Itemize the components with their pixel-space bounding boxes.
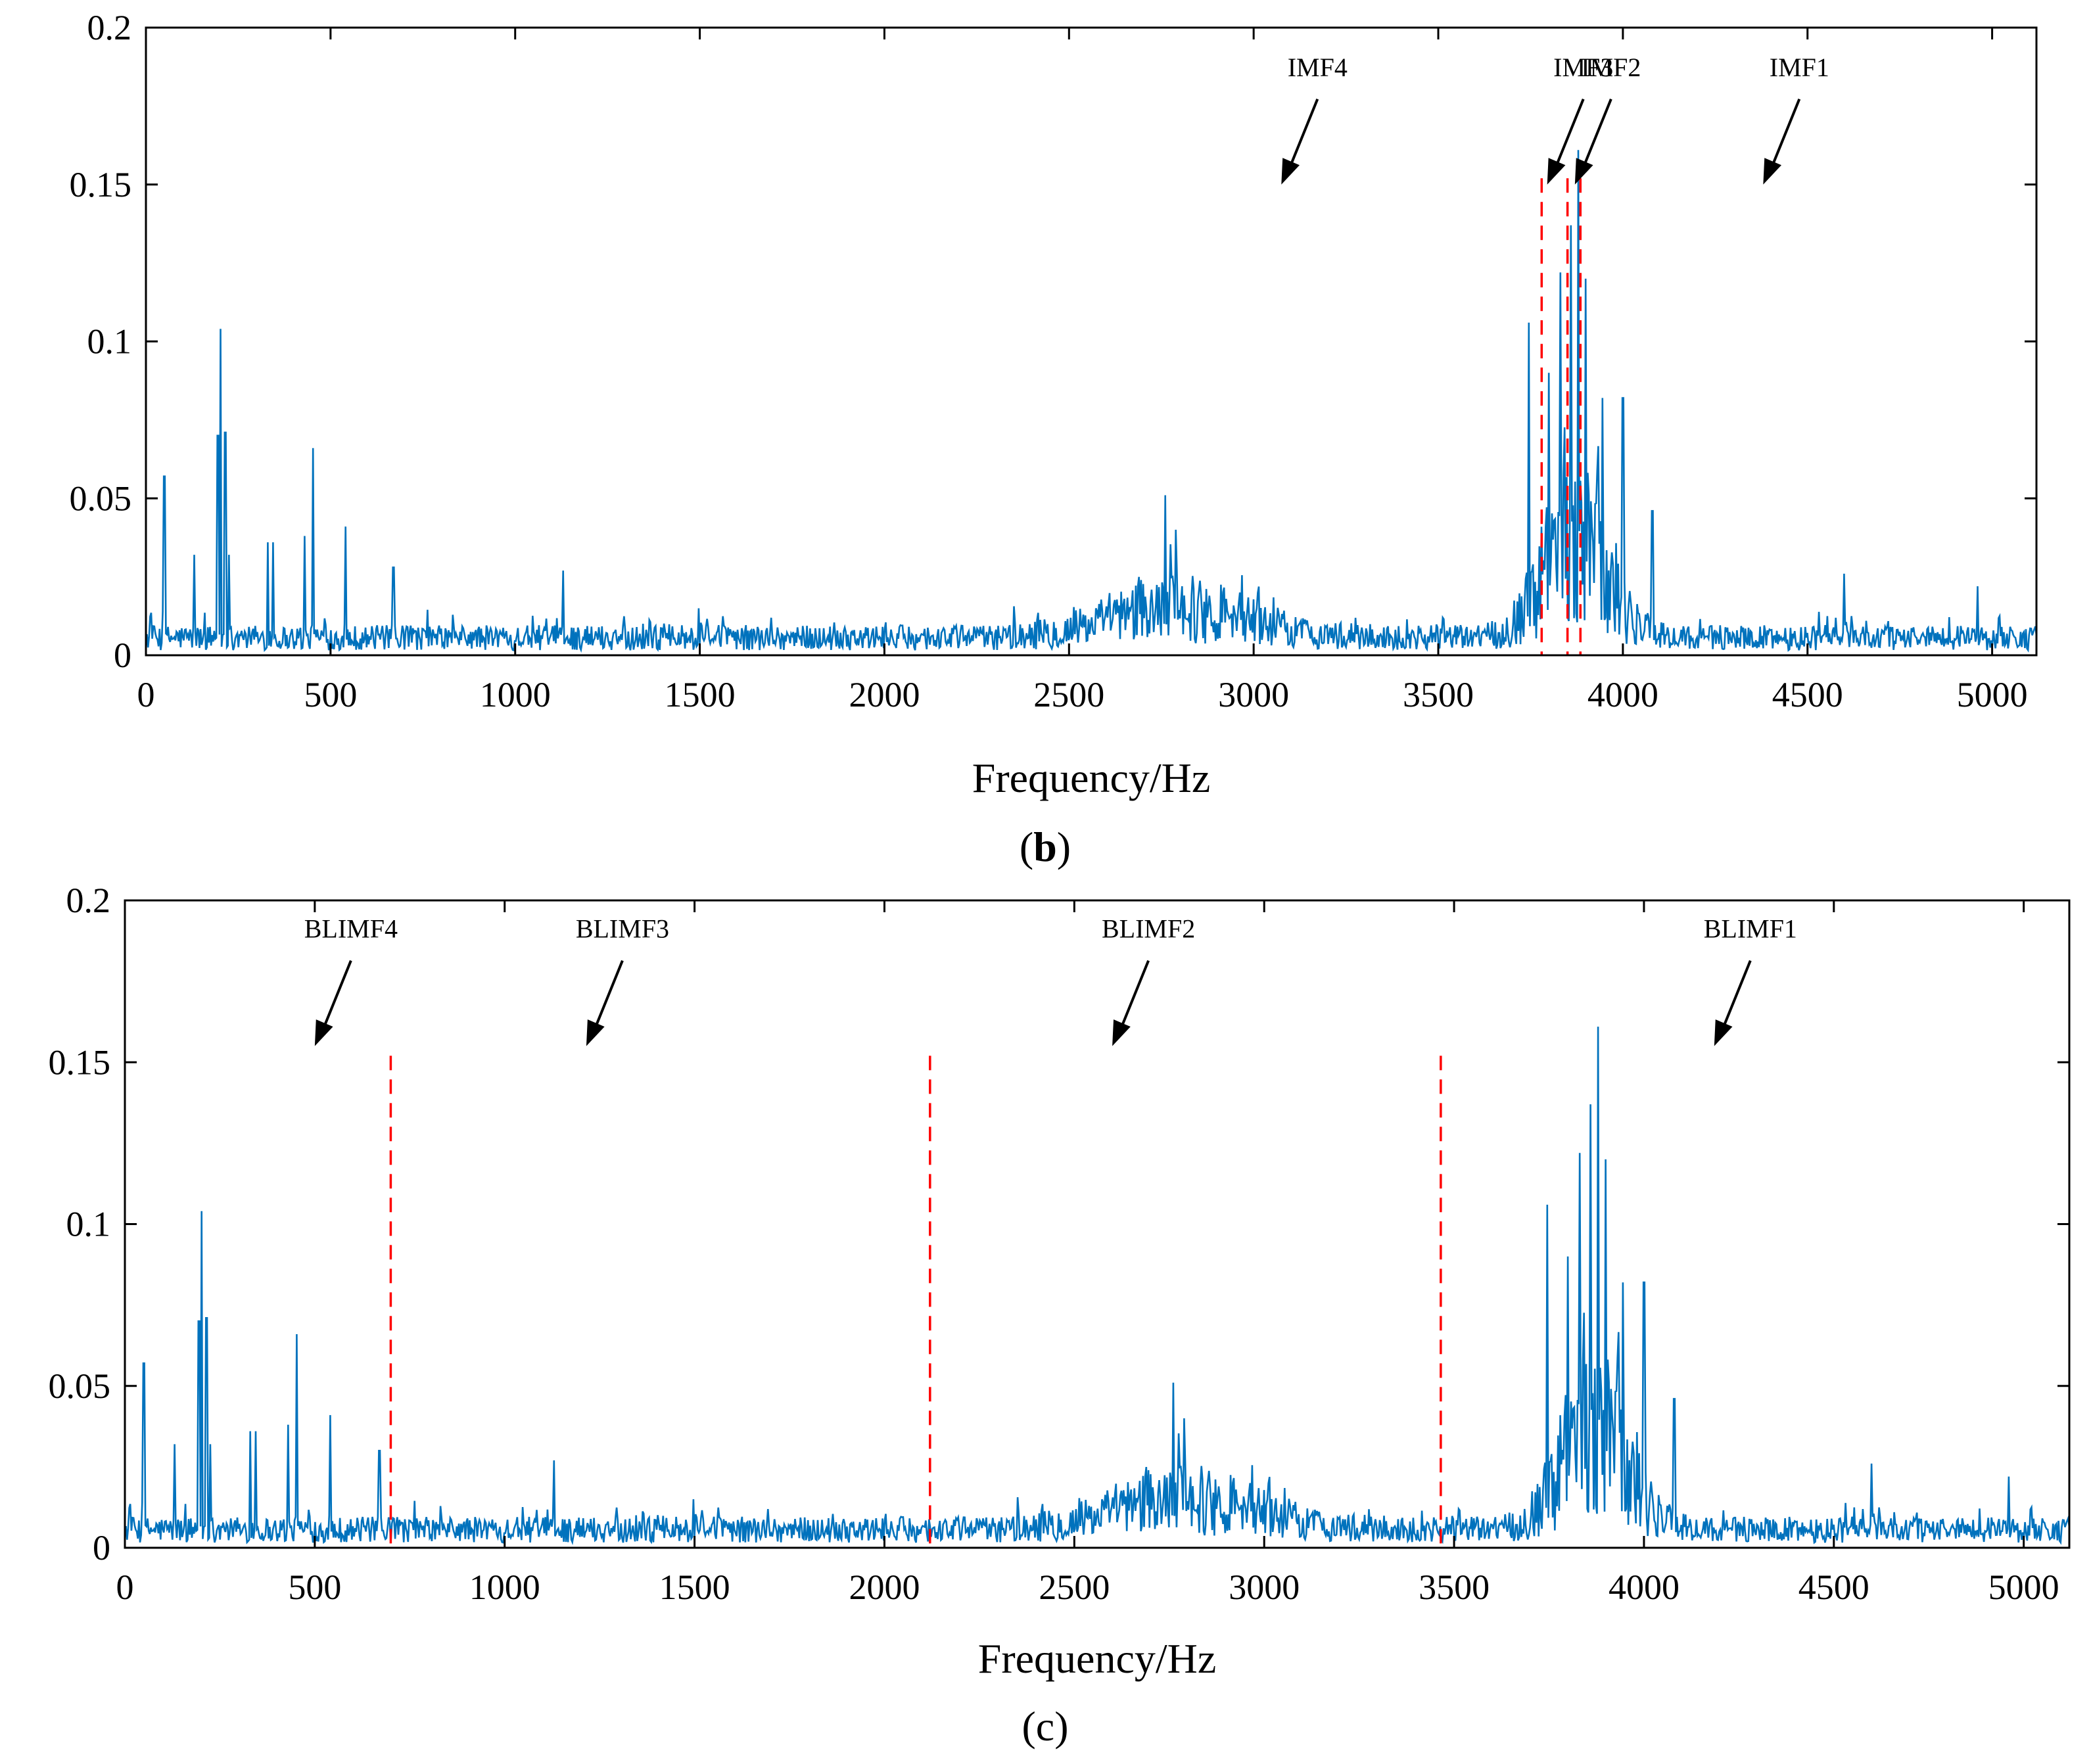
x-tick-label: 3500 (1403, 675, 1474, 714)
x-tick-label: 2500 (1039, 1567, 1110, 1607)
arrow-head (1574, 158, 1593, 185)
annotation-label: BLIMF1 (1704, 914, 1797, 944)
spectrum-line (124, 1027, 2071, 1546)
y-tick-label: 0.05 (49, 1366, 111, 1406)
x-tick-label: 4500 (1798, 1567, 1869, 1607)
spectrum-line (145, 150, 2038, 653)
annotation-label: IMF1 (1770, 53, 1829, 82)
x-tick-label: 2500 (1033, 675, 1104, 714)
annotation-label: BLIMF4 (304, 914, 398, 944)
annotation-label: IMF2 (1581, 53, 1641, 82)
panel-caption-b: (b) (1020, 824, 1071, 870)
y-tick-label: 0 (93, 1528, 110, 1567)
arrow-head (1281, 158, 1300, 185)
arrow-head (1714, 1019, 1733, 1046)
x-tick-label: 0 (137, 675, 155, 714)
x-tick-label: 1500 (665, 675, 736, 714)
x-tick-label: 1500 (659, 1567, 730, 1607)
x-tick-label: 5000 (1988, 1567, 2059, 1607)
plot-frame-b (145, 26, 2038, 657)
x-tick-label: 3500 (1419, 1567, 1490, 1607)
x-tick-label: 4000 (1587, 675, 1658, 714)
annotation-label: IMF4 (1288, 53, 1348, 82)
x-tick-label: 500 (304, 675, 357, 714)
arrow-head (314, 1019, 333, 1046)
x-tick-label: 2000 (849, 1567, 920, 1607)
arrow-head (1547, 158, 1566, 185)
ticks-c: 0 500 1000 1500 2000 2500 3000 3500 4000 4500 5000… (49, 881, 2069, 1607)
ticks-b: 0 500 1000 1500 2000 2500 3000 3500 4000 4500 5000… (70, 8, 2036, 714)
x-tick-label: 4500 (1772, 675, 1843, 714)
x-tick-label: 0 (116, 1567, 134, 1607)
x-axis-title-b: Frequency/Hz (972, 754, 1211, 801)
y-tick-label: 0 (114, 636, 131, 675)
spectrum-series-c (124, 1027, 2071, 1546)
annotation-label: BLIMF2 (1102, 914, 1195, 944)
y-tick-label: 0.05 (70, 478, 132, 518)
y-tick-label: 0.2 (87, 8, 132, 47)
panel-caption-c: (c) (1022, 1703, 1068, 1750)
y-tick-label: 0.2 (66, 881, 111, 920)
y-tick-label: 0.1 (87, 322, 132, 361)
x-tick-label: 1000 (469, 1567, 540, 1607)
arrow-head (1763, 158, 1782, 185)
spectrum-series-b (145, 150, 2038, 653)
annotation-label: IMF3 (1553, 53, 1613, 82)
y-tick-label: 0.15 (70, 165, 132, 204)
annotation-label: BLIMF3 (576, 914, 669, 944)
arrow-head (1112, 1019, 1131, 1046)
arrow-head (586, 1019, 605, 1046)
y-tick-label: 0.15 (49, 1042, 111, 1082)
x-tick-label: 2000 (849, 675, 920, 714)
panel-c: BLIMF4 BLIMF3 BLIMF2 BLIMF1 0 500 1000 1500 200… (49, 881, 2071, 1750)
annotations-c: BLIMF4 BLIMF3 BLIMF2 BLIMF1 (304, 914, 1797, 1046)
boundaries-c (389, 1056, 1442, 1548)
x-tick-label: 5000 (1957, 675, 2028, 714)
y-tick-label: 0.1 (66, 1205, 111, 1244)
x-tick-label: 3000 (1229, 1567, 1300, 1607)
plot-frame-c (124, 899, 2071, 1549)
x-axis-title-c: Frequency/Hz (978, 1635, 1217, 1682)
x-tick-label: 4000 (1609, 1567, 1680, 1607)
x-tick-label: 500 (288, 1567, 341, 1607)
boundaries-b (1540, 178, 1582, 655)
x-tick-label: 1000 (480, 675, 551, 714)
x-tick-label: 3000 (1218, 675, 1289, 714)
